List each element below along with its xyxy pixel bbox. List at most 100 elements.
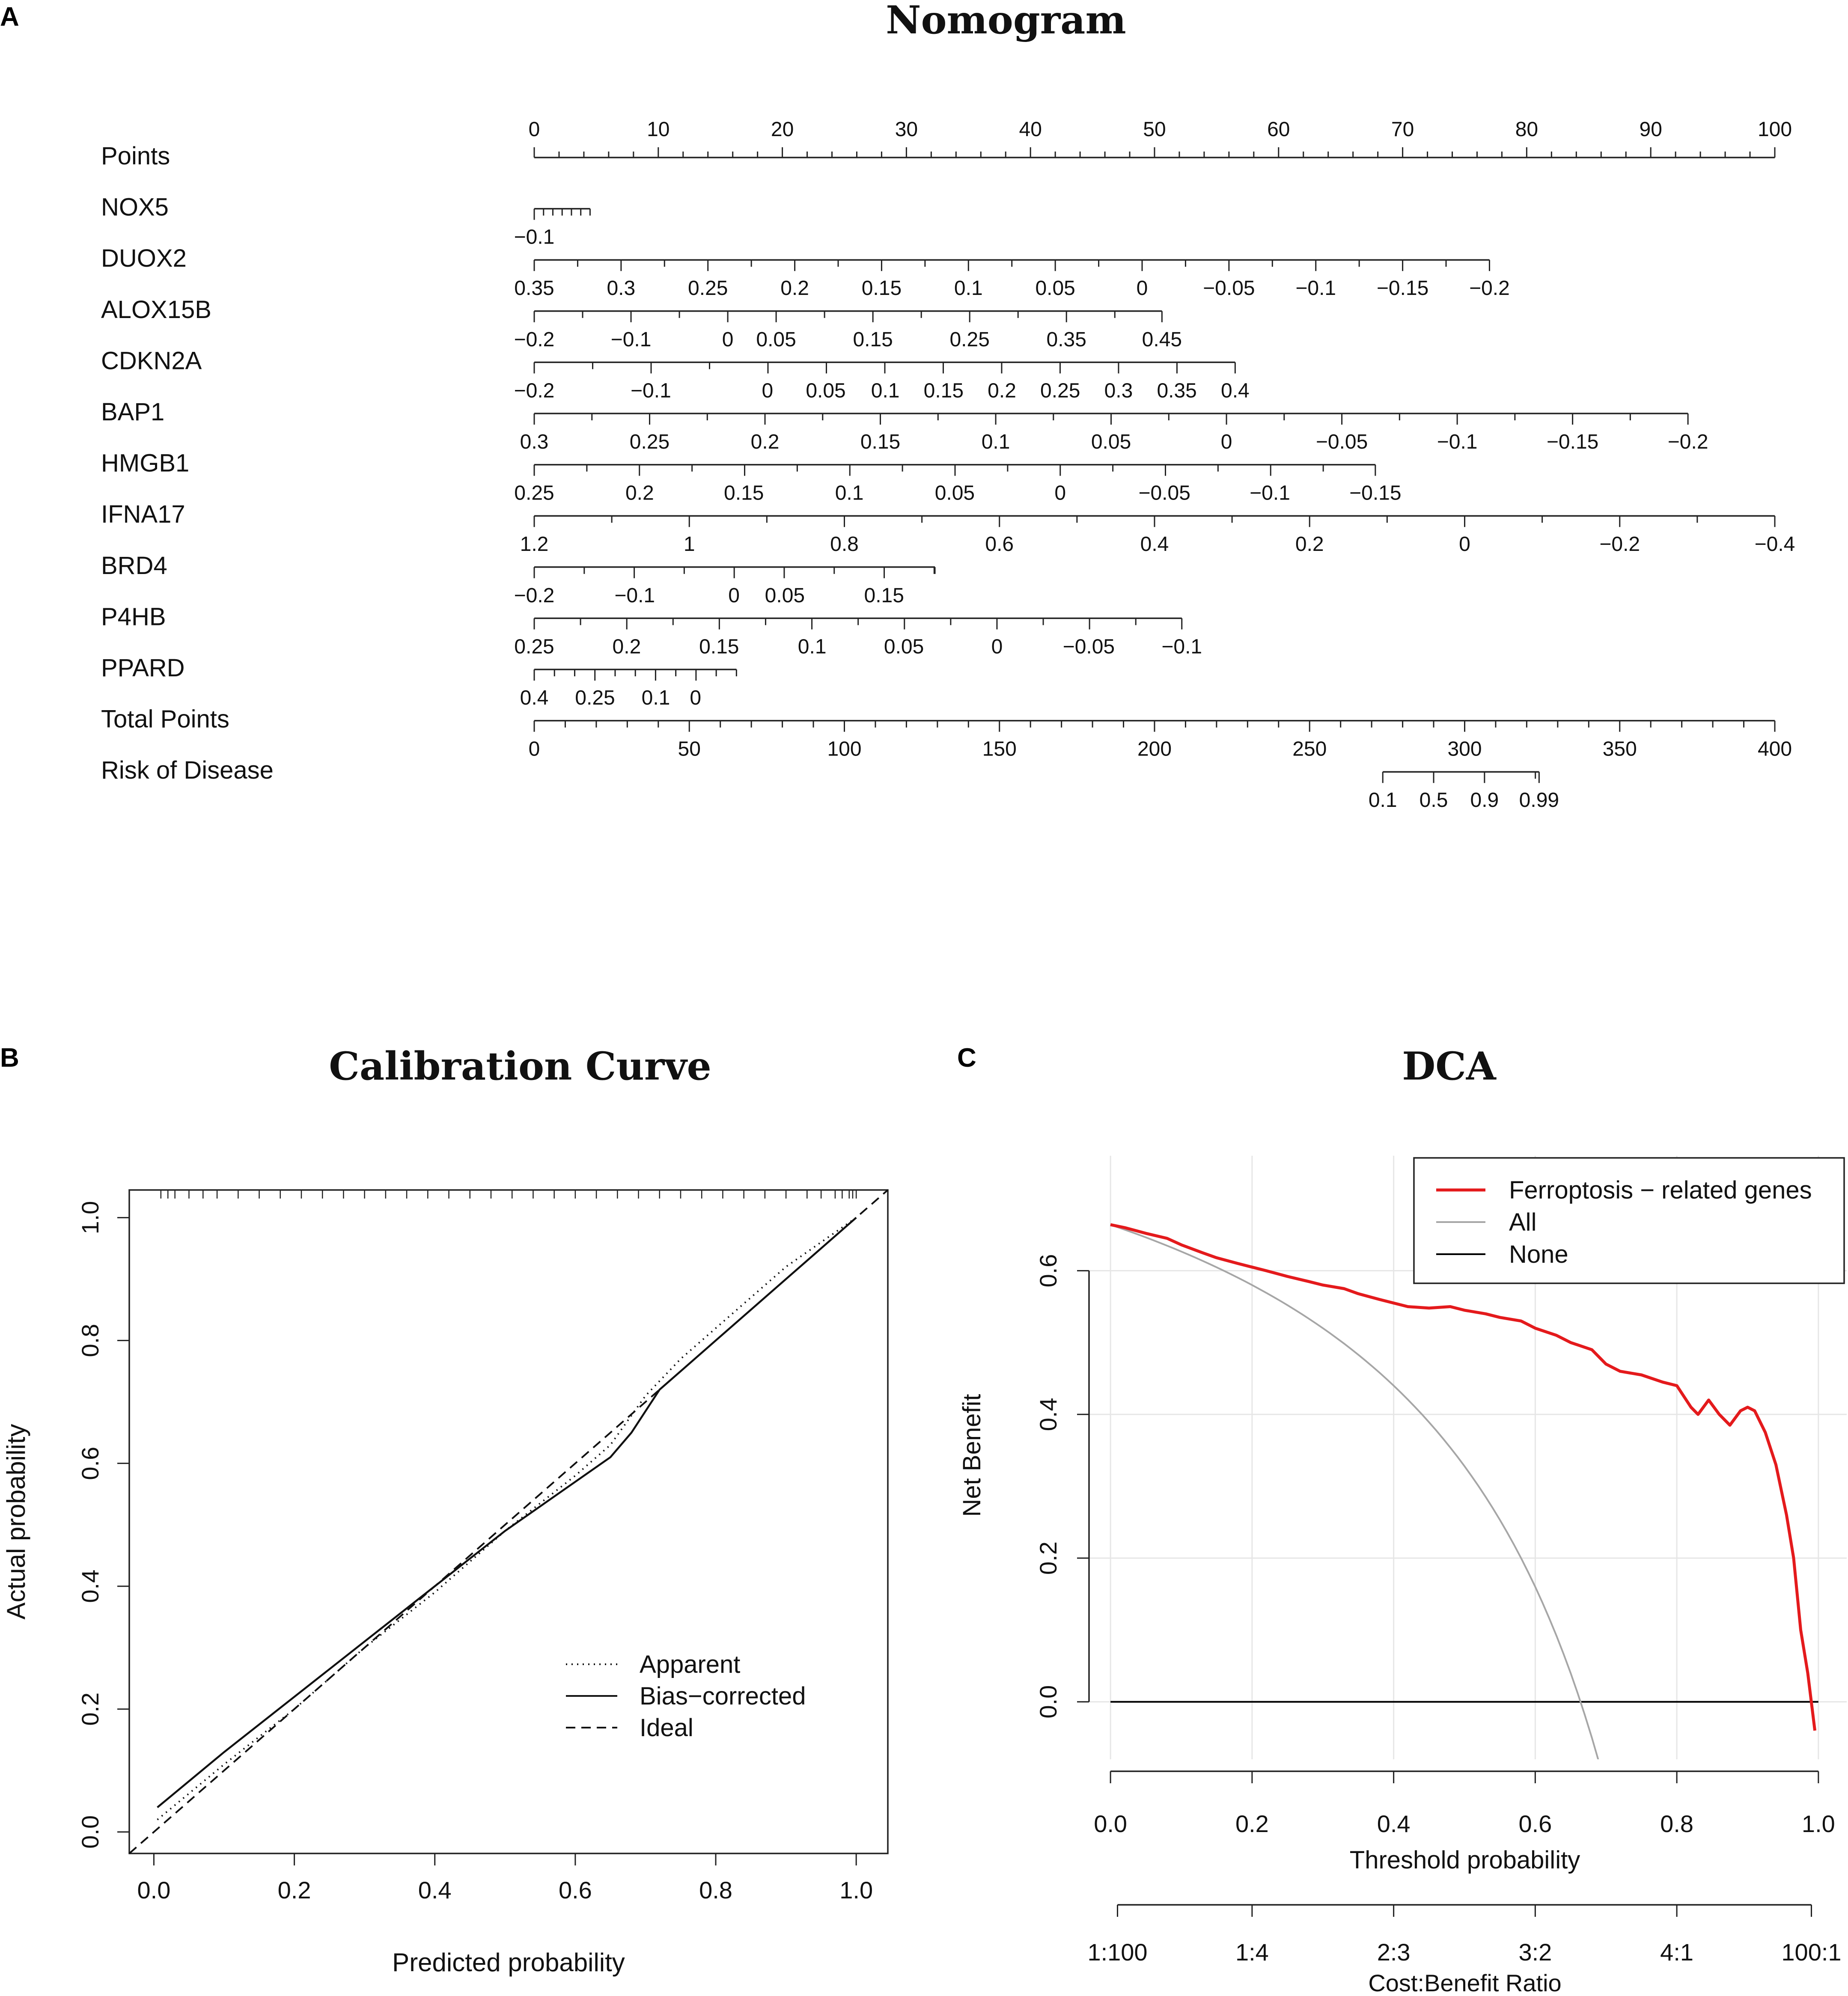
nomogram-tick-label: 0.2 — [780, 277, 809, 300]
nomogram-tick-label: 0.99 — [1519, 789, 1559, 812]
nomogram-tick-label: 0 — [722, 328, 734, 351]
nomogram-tick-label: −0.1 — [1161, 635, 1202, 658]
x-axis-title: Predicted probability — [392, 1948, 625, 1977]
nomogram-tick-label: 0.9 — [1470, 789, 1499, 812]
nomogram-tick-label: 250 — [1292, 738, 1327, 761]
nomogram-row-hmgb1: HMGB1 0.25 0.2 0.15 0.1 0.05 0 −0.05 −0.1 −0.15 — [101, 449, 1402, 505]
nomogram-row-ifna17: IFNA17 1.2 1 0.8 0.6 0.4 0.2 0 −0.2 −0.4 — [101, 500, 1795, 556]
nomogram-tick-label: 0.25 — [949, 328, 989, 351]
cost-benefit-tick-label: 2:3 — [1377, 1939, 1411, 1966]
x-axis-tick-label: 0.8 — [699, 1877, 732, 1904]
nomogram-tick-label: 40 — [1019, 118, 1042, 141]
nomogram-tick-label: 0.25 — [514, 635, 554, 658]
nomogram-tick-label: 100 — [827, 738, 861, 761]
nomogram-tick-label: 0.05 — [1035, 277, 1075, 300]
nomogram-tick-label: −0.1 — [611, 328, 652, 351]
series-line-all — [1110, 1224, 1599, 1759]
nomogram-row-label: P4HB — [101, 603, 166, 631]
nomogram-tick-label: 0.3 — [520, 431, 549, 453]
nomogram-tick-label: −0.2 — [1668, 431, 1708, 453]
cost-benefit-tick-label: 4:1 — [1660, 1939, 1693, 1966]
nomogram-tick-label: 0 — [529, 738, 540, 761]
nomogram-tick-label: −0.2 — [1599, 533, 1640, 556]
y-axis-tick-label: 0.4 — [1035, 1398, 1062, 1431]
x-axis-tick-label: 1.0 — [839, 1877, 873, 1904]
panel-c-label: C — [957, 1043, 976, 1073]
nomogram-tick-label: 0.2 — [625, 482, 654, 505]
nomogram-row-label: IFNA17 — [101, 500, 185, 528]
legend-label-bias-corrected: Bias−corrected — [640, 1682, 806, 1710]
nomogram-tick-label: 90 — [1640, 118, 1662, 141]
nomogram-tick-label: 200 — [1137, 738, 1172, 761]
nomogram-tick-label: 0.05 — [756, 328, 796, 351]
nomogram-tick-label: 0.15 — [724, 482, 764, 505]
nomogram-tick-label: 1 — [684, 533, 695, 556]
cost-benefit-tick-label: 100:1 — [1781, 1939, 1841, 1966]
nomogram-tick-label: 0.4 — [520, 687, 549, 709]
nomogram-row-total-points: Total Points 0 50 100 150 200 250 300 350 400 — [101, 705, 1792, 761]
nomogram-tick-label: −0.05 — [1063, 635, 1115, 658]
nomogram-tick-label: 0.15 — [924, 379, 964, 402]
panel-a-label: A — [0, 2, 19, 32]
nomogram-row-label: PPARD — [101, 654, 185, 682]
legend-label-ferroptosis-related-genes: Ferroptosis − related genes — [1509, 1176, 1812, 1204]
nomogram-tick-label: 0.6 — [985, 533, 1014, 556]
nomogram-tick-label: 0.25 — [688, 277, 728, 300]
x-axis-tick-label: 0.4 — [1377, 1810, 1411, 1837]
nomogram-tick-label: 350 — [1603, 738, 1637, 761]
nomogram-tick-label: 50 — [678, 738, 701, 761]
nomogram-tick-label: 0.15 — [864, 584, 904, 607]
nomogram-tick-label: −0.1 — [614, 584, 655, 607]
y-axis-tick-label: 0.6 — [1035, 1254, 1062, 1288]
nomogram-tick-label: 0.05 — [765, 584, 805, 607]
dca-plot: 0.0 0.2 0.4 0.6 Net Benefit 0.0 0.2 0.4 0.6 0.8 1.… — [958, 1156, 1847, 1996]
nomogram-tick-label: 0 — [529, 118, 540, 141]
series-line-apparent — [157, 1217, 857, 1820]
nomogram-tick-label: 30 — [895, 118, 918, 141]
x-axis-title: Threshold probability — [1350, 1846, 1580, 1874]
calibration-plot-frame — [128, 1189, 889, 1854]
y-axis-tick-label: 0.6 — [77, 1447, 104, 1480]
nomogram-tick-label: 0.25 — [630, 431, 670, 453]
y-axis-tick-label: 0.0 — [1035, 1685, 1062, 1719]
nomogram-tick-label: 70 — [1391, 118, 1414, 141]
nomogram-tick-label: −0.2 — [514, 379, 555, 402]
nomogram-row-label: Total Points — [101, 705, 229, 733]
nomogram-tick-label: 0 — [762, 379, 773, 402]
nomogram-tick-label: −0.1 — [1437, 431, 1478, 453]
nomogram-tick-label: 0 — [991, 635, 1003, 658]
series-line-bias-corrected — [157, 1217, 857, 1809]
x-axis-tick-label: 0.2 — [1235, 1810, 1269, 1837]
nomogram-tick-label: −0.15 — [1377, 277, 1428, 300]
series-line-ideal — [128, 1189, 889, 1854]
cost-benefit-axis-title: Cost:Benefit Ratio — [1368, 1969, 1561, 1996]
nomogram-tick-label: 0.1 — [798, 635, 827, 658]
nomogram-tick-label: 0 — [728, 584, 740, 607]
nomogram-row-nox5: NOX5 −0.1 — [101, 193, 591, 249]
y-axis-tick-label: 0.4 — [77, 1570, 104, 1603]
x-axis-tick-label: 0.6 — [559, 1877, 592, 1904]
nomogram-row-label: Risk of Disease — [101, 756, 274, 784]
nomogram-row-bap1: BAP1 0.3 0.25 0.2 0.15 0.1 0.05 0 −0.05 −0.1 −0.15… — [101, 398, 1708, 453]
nomogram-tick-label: 10 — [647, 118, 670, 141]
nomogram-tick-label: 0.4 — [1221, 379, 1250, 402]
x-axis-tick-label: 1.0 — [1802, 1810, 1835, 1837]
nomogram-tick-label: 0.2 — [613, 635, 641, 658]
nomogram-row-label: BAP1 — [101, 398, 164, 426]
nomogram-tick-label: −0.1 — [1295, 277, 1336, 300]
nomogram-tick-label: 1.2 — [520, 533, 549, 556]
legend-label-apparent: Apparent — [640, 1651, 740, 1678]
nomogram-row-points: Points 0 10 20 30 40 50 60 70 80 90 100 — [101, 118, 1792, 170]
nomogram-tick-label: 0 — [690, 687, 701, 709]
calibration-plot: 0.0 0.2 0.4 0.6 0.8 1.0 0.0 0.2 0.4 0.6 0.8 1.0 Pred… — [2, 1189, 889, 1977]
nomogram-tick-label: 0 — [1054, 482, 1066, 505]
nomogram-row-label: DUOX2 — [101, 244, 187, 272]
y-axis-title: Net Benefit — [958, 1394, 986, 1517]
nomogram-tick-label: 0.1 — [1369, 789, 1397, 812]
nomogram-tick-label: 0 — [1221, 431, 1232, 453]
y-axis-tick-label: 0.8 — [77, 1324, 104, 1357]
nomogram-tick-label: 400 — [1758, 738, 1792, 761]
nomogram-tick-label: 0.25 — [1040, 379, 1080, 402]
dca-curves — [1110, 1223, 1818, 1759]
